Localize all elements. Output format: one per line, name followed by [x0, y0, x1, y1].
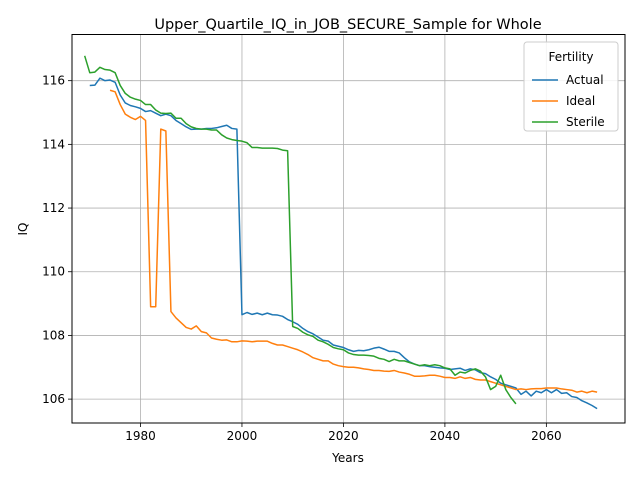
- legend-box: [523, 41, 619, 132]
- y-tick-label: 116: [42, 74, 65, 88]
- x-tick-label: 2040: [430, 429, 461, 443]
- legend-label-actual: Actual: [566, 73, 604, 87]
- x-tick-label: 2020: [328, 429, 359, 443]
- legend: Fertility Actual Ideal Sterile: [523, 41, 619, 132]
- y-axis: 106 108 110 112 114 116: [42, 74, 72, 406]
- legend-title: Fertility: [548, 50, 593, 64]
- series-layer: [83, 55, 598, 410]
- y-tick-label: 108: [42, 328, 65, 342]
- y-tick-label: 110: [42, 265, 65, 279]
- legend-label-sterile: Sterile: [566, 115, 605, 129]
- y-tick-label: 114: [42, 137, 65, 151]
- chart-title: Upper_Quartile_IQ_in_JOB_SECURE_Sample f…: [154, 17, 541, 33]
- series-line-sterile: [83, 55, 517, 405]
- y-tick-label: 106: [42, 392, 65, 406]
- series-line-ideal: [109, 89, 598, 394]
- legend-label-ideal: Ideal: [566, 94, 595, 108]
- x-tick-label: 2060: [531, 429, 562, 443]
- series-line-actual: [89, 77, 598, 410]
- x-tick-label: 1980: [125, 429, 156, 443]
- plot-frame: [71, 34, 626, 424]
- x-axis: 1980 2000 2020 2040 2060: [125, 423, 562, 443]
- y-tick-label: 112: [42, 201, 65, 215]
- y-axis-label: IQ: [16, 223, 30, 236]
- x-axis-label: Years: [331, 451, 364, 465]
- x-tick-label: 2000: [227, 429, 258, 443]
